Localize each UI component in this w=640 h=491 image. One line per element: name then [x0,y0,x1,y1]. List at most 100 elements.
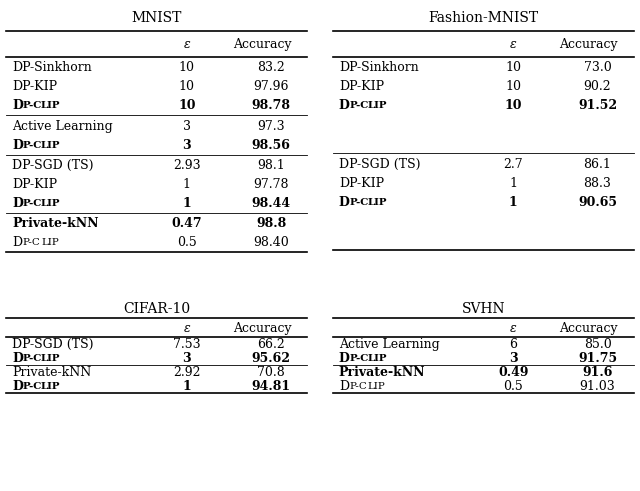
Text: 70.8: 70.8 [257,366,285,379]
Text: Private-kNN: Private-kNN [12,366,92,379]
Text: 2.92: 2.92 [173,366,200,379]
Text: DP-KIP: DP-KIP [339,80,384,93]
Text: 6: 6 [509,338,517,351]
Text: 10: 10 [506,80,521,93]
Text: 0.49: 0.49 [498,366,529,379]
Text: 3: 3 [182,138,191,152]
Text: Active Learning: Active Learning [12,119,113,133]
Text: LIP: LIP [367,354,387,363]
Text: P-C: P-C [23,140,42,150]
Text: P-C: P-C [23,382,42,391]
Text: 86.1: 86.1 [584,158,611,170]
Text: 1: 1 [509,195,518,209]
Text: ε: ε [510,322,516,335]
Text: 83.2: 83.2 [257,61,285,74]
Text: D: D [339,352,349,365]
Text: 0.5: 0.5 [177,236,196,249]
Text: DP-KIP: DP-KIP [12,178,58,191]
Text: 94.81: 94.81 [252,380,291,393]
Text: 91.75: 91.75 [578,352,617,365]
Text: D: D [12,138,23,152]
Text: P-C: P-C [349,354,369,363]
Text: P-C: P-C [349,382,367,391]
Text: 3: 3 [509,352,518,365]
Text: ε: ε [184,322,190,335]
Text: Accuracy: Accuracy [233,38,291,52]
Text: 2.7: 2.7 [504,158,523,170]
Text: Active Learning: Active Learning [339,338,440,351]
Text: Private-kNN: Private-kNN [339,366,426,379]
Text: LIP: LIP [367,101,387,110]
Text: D: D [12,380,23,393]
Text: 88.3: 88.3 [584,177,611,190]
Text: Private-kNN: Private-kNN [12,217,99,230]
Text: 0.5: 0.5 [504,380,523,393]
Text: D: D [339,380,349,393]
Text: 10: 10 [504,99,522,112]
Text: 10: 10 [178,99,196,112]
Text: D: D [12,236,22,249]
Text: 98.56: 98.56 [252,138,291,152]
Text: D: D [12,352,23,365]
Text: SVHN: SVHN [461,302,505,316]
Text: P-C: P-C [349,101,369,110]
Text: DP-SGD (TS): DP-SGD (TS) [339,158,420,170]
Text: 10: 10 [179,80,195,93]
Text: D: D [12,197,23,210]
Text: 91.03: 91.03 [580,380,616,393]
Text: CIFAR-10: CIFAR-10 [124,302,190,316]
Text: 66.2: 66.2 [257,338,285,351]
Text: P-C: P-C [349,197,369,207]
Text: P-C: P-C [23,354,42,363]
Text: P-C: P-C [23,238,41,247]
Text: 3: 3 [182,352,191,365]
Text: LIP: LIP [367,197,387,207]
Text: 97.96: 97.96 [253,80,289,93]
Text: 98.1: 98.1 [257,159,285,172]
Text: 90.2: 90.2 [584,80,611,93]
Text: LIP: LIP [41,382,61,391]
Text: LIP: LIP [41,101,61,110]
Text: 0.47: 0.47 [172,217,202,230]
Text: LIP: LIP [41,140,61,150]
Text: 10: 10 [179,61,195,74]
Text: Accuracy: Accuracy [559,38,618,52]
Text: 97.78: 97.78 [253,178,289,191]
Text: 73.0: 73.0 [584,61,611,74]
Text: 95.62: 95.62 [252,352,291,365]
Text: P-C: P-C [23,199,42,208]
Text: 85.0: 85.0 [584,338,611,351]
Text: 1: 1 [182,197,191,210]
Text: LIP: LIP [41,199,61,208]
Text: DP-SGD (TS): DP-SGD (TS) [12,159,94,172]
Text: ε: ε [184,38,190,52]
Text: 98.40: 98.40 [253,236,289,249]
Text: 91.6: 91.6 [582,366,612,379]
Text: 2.93: 2.93 [173,159,201,172]
Text: DP-SGD (TS): DP-SGD (TS) [12,338,94,351]
Text: 10: 10 [506,61,521,74]
Text: D: D [339,195,349,209]
Text: 90.65: 90.65 [578,195,617,209]
Text: 1: 1 [182,380,191,393]
Text: 3: 3 [183,119,191,133]
Text: Fashion-MNIST: Fashion-MNIST [428,11,538,25]
Text: DP-KIP: DP-KIP [339,177,384,190]
Text: D: D [12,99,23,112]
Text: LIP: LIP [41,238,59,247]
Text: MNIST: MNIST [132,11,182,25]
Text: 98.78: 98.78 [252,99,291,112]
Text: Accuracy: Accuracy [233,322,291,335]
Text: 1: 1 [183,178,191,191]
Text: LIP: LIP [41,354,61,363]
Text: 91.52: 91.52 [578,99,617,112]
Text: ε: ε [510,38,516,52]
Text: 98.8: 98.8 [256,217,286,230]
Text: Accuracy: Accuracy [559,322,618,335]
Text: 97.3: 97.3 [257,119,285,133]
Text: 1: 1 [509,177,517,190]
Text: 98.44: 98.44 [252,197,291,210]
Text: DP-KIP: DP-KIP [12,80,58,93]
Text: D: D [339,99,349,112]
Text: 7.53: 7.53 [173,338,201,351]
